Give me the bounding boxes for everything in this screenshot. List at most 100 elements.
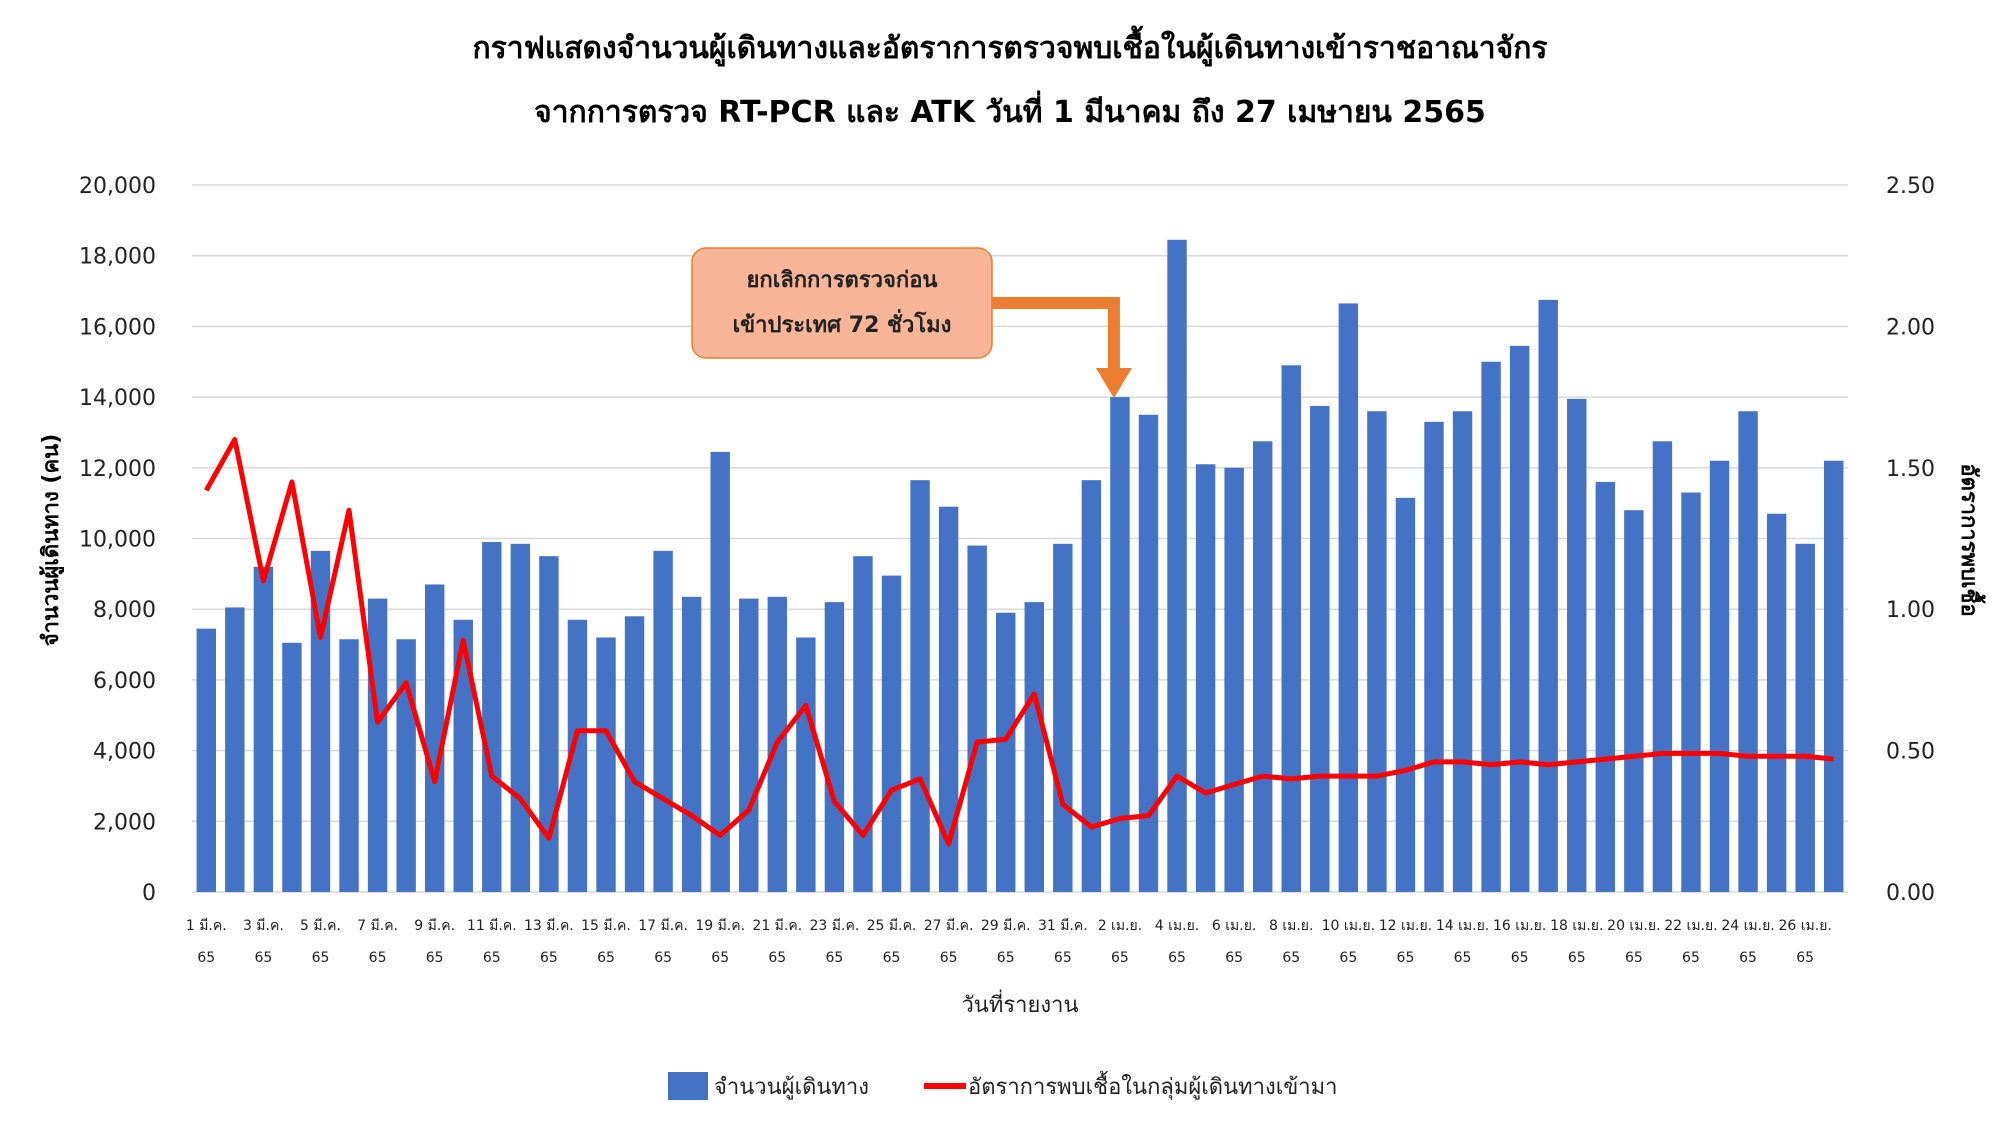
x-tick-label: 26 เม.ย. (1778, 918, 1831, 934)
right-axis-label: อัตราการพบเชื้อ (1956, 463, 1986, 616)
x-tick-label: 12 เม.ย. (1379, 918, 1432, 934)
bar (367, 598, 388, 892)
bar (1138, 414, 1159, 892)
y-left-tick-label: 8,000 (93, 598, 156, 623)
y-left-tick-label: 16,000 (79, 315, 156, 340)
legend: จำนวนผู้เดินทาง อัตราการพบเชื้อในกลุ่มผู… (668, 1071, 1337, 1100)
y-right-tick-label: 2.50 (1886, 174, 1935, 199)
x-tick-label: 2 เม.ย. (1098, 918, 1142, 934)
x-tick-label-year: 65 (1511, 950, 1529, 966)
chart-title-line2: จากการตรวจ RT-PCR และ ATK วันที่ 1 มีนาค… (534, 90, 1486, 130)
x-tick-label-year: 65 (1111, 950, 1129, 966)
bar (824, 602, 845, 892)
x-tick-label: 21 มี.ค. (752, 918, 802, 934)
x-tick-label: 8 เม.ย. (1269, 918, 1313, 934)
bar (1167, 239, 1187, 893)
bar (1738, 411, 1758, 892)
bar (1538, 299, 1558, 892)
bar (1338, 303, 1359, 892)
x-axis-label: วันที่รายงาน (961, 989, 1078, 1018)
bar (1652, 441, 1673, 892)
x-tick-label-year: 65 (1568, 950, 1586, 966)
bar (1224, 467, 1244, 892)
x-tick-label-year: 65 (597, 950, 615, 966)
legend-swatch-bars (668, 1072, 708, 1100)
x-tick-label: 3 มี.ค. (243, 918, 284, 934)
y-right-tick-label: 0.00 (1886, 881, 1935, 906)
callout-text-line2: เข้าประเทศ 72 ชั่วโมง (733, 308, 952, 338)
x-tick-label-year: 65 (1796, 950, 1814, 966)
x-tick-label-year: 65 (883, 950, 901, 966)
x-axis-ticks: 1 มี.ค. 65 3 มี.ค. 65 5 มี.ค. 65 7 มี.ค. 65 9 มี… (186, 918, 1832, 966)
bar (739, 598, 759, 892)
bar (796, 637, 816, 892)
bar (453, 619, 473, 892)
bar (567, 619, 588, 892)
legend-label-line: อัตราการพบเชื้อในกลุ่มผู้เดินทางเข้ามา (968, 1071, 1337, 1100)
bar-series (196, 239, 1844, 893)
x-tick-label: 10 เม.ย. (1322, 918, 1375, 934)
bar (967, 545, 987, 892)
annotation-callout: ยกเลิกการตรวจก่อน เข้าประเทศ 72 ชั่วโมง (691, 247, 1132, 398)
bar (1053, 543, 1073, 892)
x-tick-label: 16 เม.ย. (1493, 918, 1546, 934)
x-tick-label: 20 เม.ย. (1607, 918, 1660, 934)
bar (1281, 365, 1301, 892)
x-tick-label: 27 มี.ค. (924, 918, 974, 934)
bar (1681, 492, 1701, 892)
y-left-tick-label: 14,000 (79, 386, 156, 411)
y-right-tick-label: 1.00 (1886, 598, 1935, 623)
bar (196, 628, 216, 892)
y-left-tick-label: 4,000 (93, 740, 156, 765)
x-tick-label-year: 65 (1625, 950, 1643, 966)
bar (853, 556, 873, 892)
x-tick-label-year: 65 (1225, 950, 1243, 966)
bar (910, 480, 930, 892)
right-axis-ticks: 0.00 0.50 1.00 1.50 2.00 2.50 (1886, 174, 1935, 906)
x-tick-label: 1 มี.ค. (186, 918, 227, 934)
x-tick-label-year: 65 (1168, 950, 1186, 966)
bar (1310, 405, 1330, 892)
bar (1824, 460, 1844, 892)
y-left-tick-label: 6,000 (93, 669, 156, 694)
x-tick-label: 24 เม.ย. (1721, 918, 1774, 934)
x-tick-label-year: 65 (312, 950, 330, 966)
x-tick-label: 7 มี.ค. (357, 918, 398, 934)
bar (1624, 510, 1644, 892)
x-tick-label: 13 มี.ค. (524, 918, 574, 934)
bar (510, 543, 531, 892)
y-right-tick-label: 0.50 (1886, 740, 1935, 765)
rate-line (204, 437, 1834, 847)
bar (1766, 513, 1787, 892)
x-tick-label: 18 เม.ย. (1550, 918, 1603, 934)
x-tick-label-year: 65 (483, 950, 501, 966)
x-tick-label-year: 65 (1682, 950, 1700, 966)
x-tick-label: 15 มี.ค. (581, 918, 631, 934)
x-tick-label-year: 65 (369, 950, 387, 966)
bar (1481, 361, 1501, 892)
y-left-tick-label: 20,000 (79, 174, 156, 199)
left-axis-label: จำนวนผู้เดินทาง (คน) (39, 434, 65, 647)
bar (482, 542, 502, 892)
x-tick-label-year: 65 (654, 950, 672, 966)
bar (1024, 602, 1044, 892)
y-left-tick-label: 10,000 (79, 528, 156, 553)
x-tick-label: 14 เม.ย. (1436, 918, 1489, 934)
bar (1252, 441, 1273, 892)
bar (1709, 460, 1730, 892)
x-tick-label-year: 65 (711, 950, 729, 966)
x-tick-label: 17 มี.ค. (638, 918, 688, 934)
y-left-tick-label: 0 (142, 881, 156, 906)
y-left-tick-label: 2,000 (93, 810, 156, 835)
bar (1567, 398, 1587, 892)
bar (1595, 481, 1616, 892)
x-tick-label: 11 มี.ค. (467, 918, 517, 934)
bar (881, 575, 902, 892)
bar (996, 612, 1016, 892)
callout-arrow (992, 297, 1132, 398)
x-tick-label: 9 มี.ค. (414, 918, 455, 934)
callout-text-line1: ยกเลิกการตรวจก่อน (747, 268, 938, 293)
x-tick-label-year: 65 (1397, 950, 1415, 966)
